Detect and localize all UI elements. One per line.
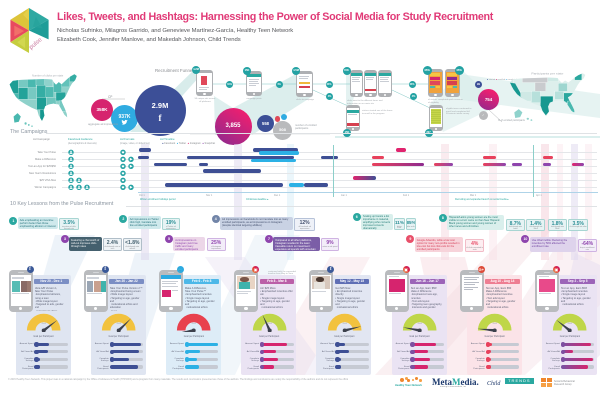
svg-text:Goal: Goal (192, 323, 197, 325)
svg-text:Goal: Goal (42, 323, 47, 325)
svg-text:Goal: Goal (267, 323, 272, 325)
svg-text:Goal: Goal (342, 323, 347, 325)
svg-text:Participants per state: Participants per state (531, 72, 563, 76)
svg-text:Goal: Goal (568, 323, 573, 325)
svg-text:Goal: Goal (418, 323, 423, 325)
svg-text:Goal: Goal (117, 323, 122, 325)
svg-text:Number of clicks per state: Number of clicks per state (32, 73, 64, 77)
svg-text:Goal: Goal (493, 323, 498, 325)
